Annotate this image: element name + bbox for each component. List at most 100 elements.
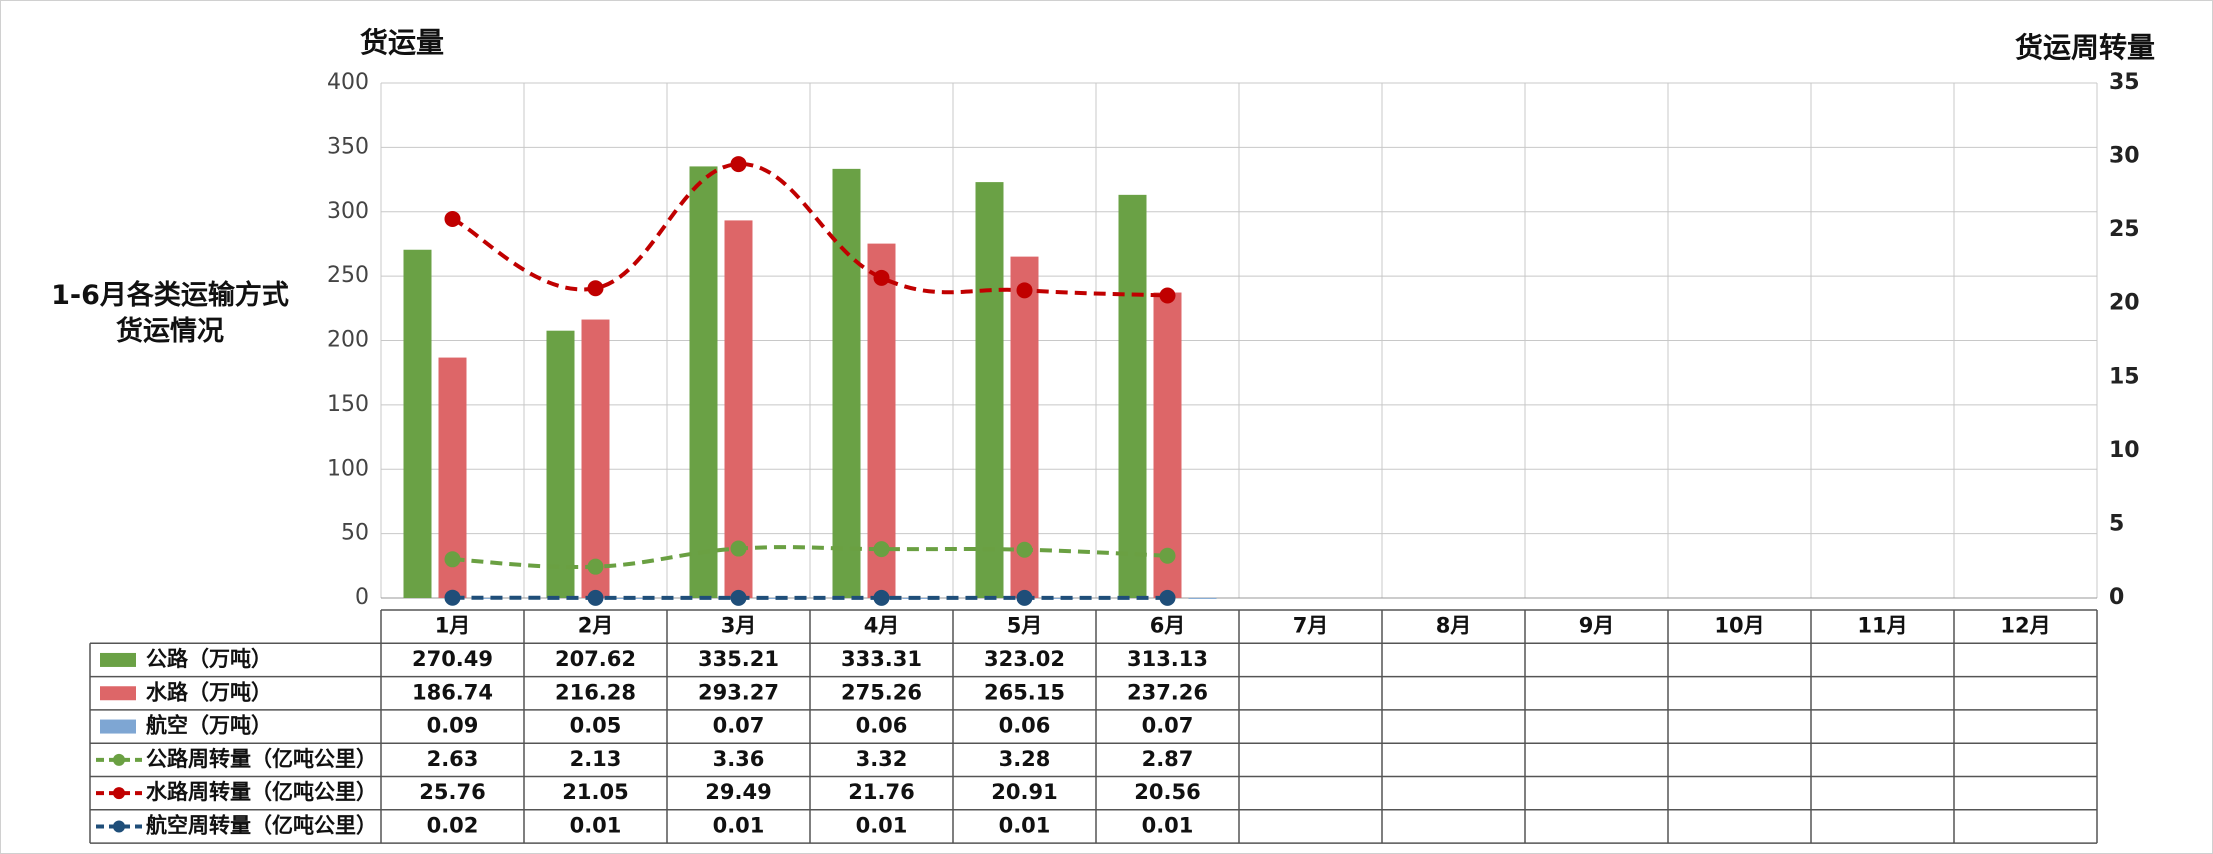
line-marker bbox=[873, 541, 890, 558]
table-value: 2.13 bbox=[570, 747, 622, 771]
table-value: 0.01 bbox=[856, 813, 908, 837]
table-value: 3.36 bbox=[713, 747, 765, 771]
table-value: 0.07 bbox=[713, 714, 765, 738]
bar bbox=[1010, 256, 1039, 598]
table-value: 323.02 bbox=[984, 647, 1065, 671]
y2-tick-label: 5 bbox=[2109, 511, 2124, 536]
table-value: 21.76 bbox=[848, 780, 914, 804]
y-tick-label: 200 bbox=[327, 328, 369, 353]
legend-swatch bbox=[100, 652, 136, 667]
y-tick-label: 250 bbox=[327, 263, 369, 288]
y2-axis-title: 货运周转量 bbox=[2015, 31, 2155, 64]
x-tick-label: 10月 bbox=[1714, 614, 1764, 638]
bar bbox=[403, 249, 432, 598]
y2-tick-label: 25 bbox=[2109, 217, 2140, 242]
line-marker bbox=[1159, 589, 1176, 606]
table-value: 237.26 bbox=[1127, 680, 1208, 704]
table-value: 0.02 bbox=[427, 813, 479, 837]
line-marker bbox=[730, 540, 747, 557]
line-marker bbox=[1016, 541, 1033, 558]
line-marker bbox=[873, 589, 890, 606]
line-marker bbox=[444, 210, 461, 227]
legend-swatch bbox=[100, 719, 136, 734]
bar bbox=[473, 597, 502, 599]
table-value: 29.49 bbox=[705, 780, 771, 804]
x-tick-label: 9月 bbox=[1579, 614, 1615, 638]
line-marker bbox=[730, 156, 747, 173]
legend-label: 公路（万吨） bbox=[146, 647, 272, 671]
x-tick-label: 7月 bbox=[1293, 614, 1329, 638]
line bbox=[452, 545, 1168, 569]
y-tick-label: 150 bbox=[327, 392, 369, 417]
table-value: 0.06 bbox=[999, 714, 1051, 738]
table-value: 0.09 bbox=[427, 714, 479, 738]
line-marker bbox=[587, 280, 604, 297]
x-tick-label: 8月 bbox=[1436, 614, 1472, 638]
line-marker bbox=[444, 551, 461, 568]
bar bbox=[759, 597, 788, 599]
table-value: 2.63 bbox=[427, 747, 479, 771]
line-marker bbox=[730, 589, 747, 606]
bar bbox=[1153, 292, 1182, 598]
table-value: 3.32 bbox=[856, 747, 908, 771]
x-tick-label: 2月 bbox=[578, 614, 614, 638]
y-tick-label: 100 bbox=[327, 456, 369, 481]
table-value: 0.01 bbox=[1142, 813, 1194, 837]
table-value: 275.26 bbox=[841, 680, 922, 704]
table-value: 0.01 bbox=[999, 813, 1051, 837]
table-value: 0.06 bbox=[856, 714, 908, 738]
bar bbox=[1188, 597, 1217, 599]
y2-tick-label: 15 bbox=[2109, 364, 2140, 389]
legend-label: 航空（万吨） bbox=[146, 714, 272, 738]
legend-swatch-marker bbox=[113, 753, 125, 766]
y-tick-label: 300 bbox=[327, 199, 369, 224]
line-marker bbox=[873, 269, 890, 286]
bar bbox=[581, 319, 610, 598]
table-value: 186.74 bbox=[412, 680, 493, 704]
bar bbox=[1045, 597, 1074, 599]
y2-tick-label: 35 bbox=[2109, 70, 2140, 95]
table-value: 20.91 bbox=[991, 780, 1057, 804]
table-value: 313.13 bbox=[1127, 647, 1208, 671]
table-value: 293.27 bbox=[698, 680, 779, 704]
y-axis-title: 货运量 bbox=[360, 26, 444, 59]
x-tick-label: 12月 bbox=[2000, 614, 2050, 638]
bar bbox=[975, 182, 1004, 598]
table-value: 25.76 bbox=[419, 780, 485, 804]
bar bbox=[689, 166, 718, 599]
table-value: 207.62 bbox=[555, 647, 636, 671]
bar bbox=[867, 243, 896, 598]
bar bbox=[724, 220, 753, 599]
table-value: 333.31 bbox=[841, 647, 922, 671]
line-marker bbox=[1016, 282, 1033, 299]
line-marker bbox=[444, 589, 461, 606]
legend-label: 水路周转量（亿吨公里） bbox=[146, 780, 377, 804]
x-tick-label: 3月 bbox=[721, 614, 757, 638]
table-value: 21.05 bbox=[562, 780, 628, 804]
table-value: 270.49 bbox=[412, 647, 493, 671]
legend-label: 航空周转量（亿吨公里） bbox=[146, 813, 377, 837]
legend-swatch bbox=[100, 686, 136, 701]
y2-tick-label: 20 bbox=[2109, 291, 2140, 316]
table-value: 20.56 bbox=[1134, 780, 1200, 804]
x-tick-label: 1月 bbox=[435, 614, 471, 638]
legend-swatch-marker bbox=[113, 787, 125, 800]
x-tick-label: 5月 bbox=[1007, 614, 1043, 638]
bar bbox=[1118, 194, 1147, 598]
table-value: 0.01 bbox=[713, 813, 765, 837]
table-value: 0.07 bbox=[1142, 714, 1194, 738]
x-tick-label: 11月 bbox=[1857, 614, 1907, 638]
legend-label: 水路（万吨） bbox=[146, 680, 272, 704]
y-tick-label: 0 bbox=[355, 585, 369, 610]
table-value: 0.01 bbox=[570, 813, 622, 837]
line-marker bbox=[587, 589, 604, 606]
line-marker bbox=[587, 558, 604, 575]
y-tick-label: 50 bbox=[341, 521, 369, 546]
table-value: 3.28 bbox=[999, 747, 1051, 771]
table-value: 2.87 bbox=[1142, 747, 1194, 771]
line-marker bbox=[1016, 589, 1033, 606]
y2-tick-label: 30 bbox=[2109, 144, 2140, 169]
table-value: 265.15 bbox=[984, 680, 1065, 704]
